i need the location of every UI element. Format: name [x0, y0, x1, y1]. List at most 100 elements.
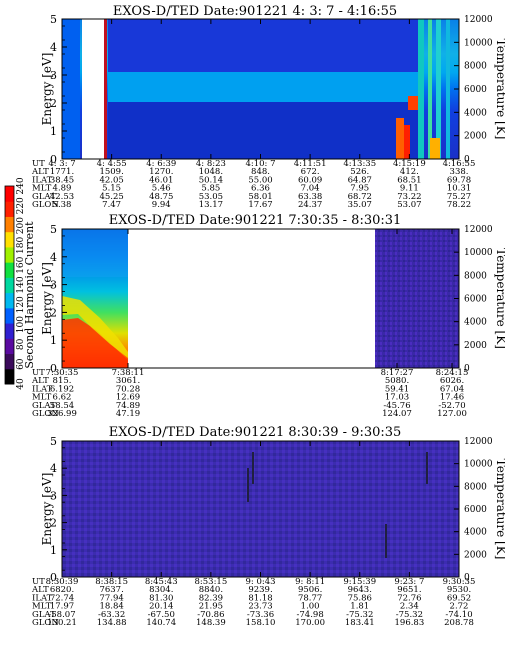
y-right-tick-label: 2000 [464, 132, 487, 142]
colorbar-swatch [5, 246, 14, 263]
row-label: GLON [32, 409, 59, 419]
row-label: UT [32, 368, 45, 378]
y-right-tick-label: 12000 [464, 437, 493, 447]
y-tick-label: 0 [50, 571, 57, 584]
table-cell: 78.77 [298, 593, 322, 603]
colorbar-label: Second Harmonic Current [23, 221, 36, 369]
table-cell: 81.18 [248, 593, 272, 603]
table-cell: 9:23: 7 [394, 577, 424, 587]
table-cell: 82.39 [199, 593, 223, 603]
table-cell: 7637. [99, 585, 123, 595]
row-label: ILAT [32, 384, 53, 394]
panel-2: EXOS-D/TED Date:901221 7:30:35 - 8:30:31… [31, 213, 505, 419]
table-cell: 9643. [348, 585, 372, 595]
table-cell: 77.94 [99, 593, 123, 603]
y-right-tick-label: 0 [464, 573, 470, 583]
table-cell: 6.192 [50, 384, 74, 394]
table-cell: -73.36 [247, 610, 274, 620]
table-cell: 10.31 [447, 184, 471, 194]
table-cell: 6.62 [53, 393, 72, 403]
colorbar: 40 60 80 100 120 140 160 180 200 220 240 [4, 177, 26, 390]
panel-1-left-edge [62, 19, 80, 159]
colorbar-tick-label: 240 [16, 177, 26, 194]
panel-3: EXOS-D/TED Date:901221 8:30:39 - 9:30:35… [31, 425, 505, 628]
panel-1-hot-spot-1 [396, 118, 404, 159]
panel-1-right-streak-3 [436, 19, 441, 159]
table-cell: 8:24:15 [436, 368, 469, 378]
colorbar-swatch [5, 277, 14, 294]
table-cell: 75.27 [447, 192, 471, 202]
y-tick-label: 1 [50, 125, 57, 138]
colorbar-swatch [5, 307, 14, 324]
table-cell: 9: 0:43 [245, 577, 275, 587]
y-axis-label: Energy [eV] [40, 473, 54, 546]
table-cell: 68.51 [397, 175, 421, 185]
table-cell: 46.01 [149, 175, 173, 185]
table-cell: 6026. [440, 376, 464, 386]
table-cell: 63.38 [298, 192, 322, 202]
table-cell: 3061. [116, 376, 140, 386]
table-cell: -74.10 [445, 610, 472, 620]
y-tick-label: 5 [50, 435, 57, 448]
table-cell: 158.10 [246, 618, 276, 628]
table-cell: 55.00 [248, 175, 272, 185]
colorbar-swatch [5, 338, 14, 355]
table-cell: -70.86 [197, 610, 224, 620]
table-cell: 17.46 [440, 393, 464, 403]
table-cell: -52.70 [438, 401, 465, 411]
colorbar-swatch [5, 323, 14, 339]
table-cell: -74.98 [297, 610, 324, 620]
table-cell: 9651. [397, 585, 421, 595]
table-cell: 8:45:43 [145, 577, 178, 587]
colorbar-swatch [5, 292, 14, 309]
y-right-tick-label: 4000 [464, 528, 487, 538]
table-cell: 7.47 [102, 200, 121, 210]
y-tick-label: 5 [50, 223, 57, 236]
table-cell: 208.78 [444, 618, 474, 628]
y-right-tick-label: 6000 [464, 505, 487, 515]
table-cell: 67.04 [440, 384, 464, 394]
table-cell: 17.67 [248, 200, 272, 210]
table-cell: 53.05 [199, 192, 223, 202]
table-cell: 69.52 [447, 593, 471, 603]
table-cell: 17.97 [50, 602, 74, 612]
y-tick-label: 4 [50, 462, 57, 475]
table-cell: 13.17 [199, 200, 223, 210]
table-cell: -67.50 [148, 610, 175, 620]
y-right-tick-label: 2000 [464, 550, 487, 560]
table-cell: 4: 3: 7 [48, 159, 75, 169]
colorbar-tick-label: 180 [16, 237, 26, 254]
colorbar-tick-label: 160 [16, 256, 26, 273]
table-cell: 73.22 [397, 192, 421, 202]
table-cell: 9239. [248, 585, 272, 595]
row-label: GLON [32, 200, 59, 210]
y-right-tick-label: 8000 [464, 62, 487, 72]
table-cell: 4: 4:55 [97, 159, 127, 169]
colorbar-tick-label: 120 [16, 296, 26, 313]
row-label: ALT [31, 167, 49, 177]
panel-title: EXOS-D/TED Date:901221 8:30:39 - 9:30:35 [109, 425, 402, 440]
y-tick-label: 1 [50, 334, 57, 347]
table-cell: 58.54 [50, 401, 74, 411]
table-cell: 69.78 [447, 175, 471, 185]
row-label: ILAT [32, 175, 53, 185]
table-cell: 9: 8:11 [295, 577, 325, 587]
y-axis-label: Energy [eV] [40, 262, 54, 335]
panel-title: EXOS-D/TED Date:901221 7:30:35 - 8:30:31 [109, 213, 402, 228]
table-cell: 9506. [298, 585, 322, 595]
table-cell: 23.73 [248, 602, 272, 612]
panel-1-upper-band [108, 19, 418, 79]
table-cell: 140.74 [146, 618, 176, 628]
row-label: MLT [32, 184, 52, 194]
table-cell: 42.53 [50, 192, 74, 202]
y-tick-label: 0 [50, 153, 57, 166]
y-right-tick-label: 8000 [464, 482, 487, 492]
table-cell: 815. [53, 376, 72, 386]
table-cell: 8840. [199, 585, 223, 595]
table-cell: 75.86 [348, 593, 372, 603]
table-cell: 18.84 [99, 602, 123, 612]
table-cell: 5.15 [102, 184, 121, 194]
panel-2-yellow-wedge [62, 296, 128, 358]
colorbar-swatch [5, 201, 14, 217]
table-cell: 4:11:51 [294, 159, 327, 169]
